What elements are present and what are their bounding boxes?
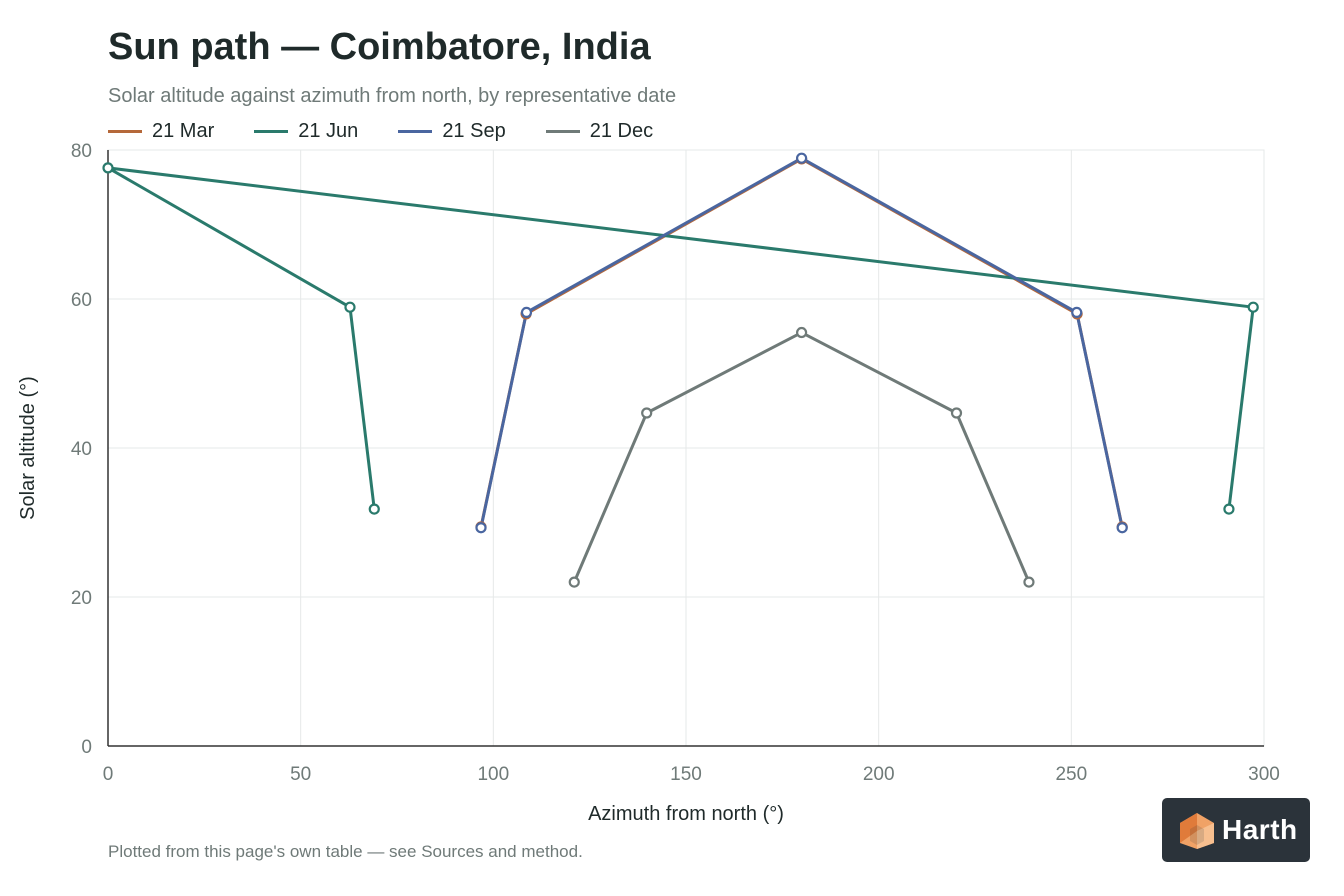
chart-subtitle: Solar altitude against azimuth from nort… (108, 85, 677, 107)
legend-label-mar: 21 Mar (152, 120, 215, 142)
x-tick-label: 300 (1248, 764, 1280, 785)
legend-item-sep[interactable]: 21 Sep (398, 120, 506, 143)
data-point-jun[interactable] (102, 162, 114, 174)
data-point-jun[interactable] (1247, 301, 1259, 313)
legend-label-jun: 21 Jun (298, 120, 359, 142)
legend-item-dec[interactable]: 21 Dec (545, 120, 654, 143)
y-tick-label: 60 (71, 290, 92, 311)
data-point-dec[interactable] (568, 576, 580, 588)
data-point-dec[interactable] (795, 326, 808, 339)
series-mar (479, 157, 1124, 529)
x-tick-label: 50 (290, 764, 311, 785)
legend-swatch-sep (398, 130, 433, 133)
data-point-dec[interactable] (641, 407, 653, 419)
x-axis-label: Azimuth from north (°) (588, 803, 784, 825)
series-line-mar (479, 157, 1124, 529)
label-layer: Azimuth from north (°) Solar altitude (°… (17, 376, 784, 825)
data-point-sep[interactable] (520, 306, 533, 319)
chart-legend: 21 Mar 21 Jun 21 Sep 21 Dec (108, 120, 693, 143)
data-point-jun[interactable] (368, 503, 380, 515)
chart-title: Sun path — Coimbatore, India (108, 26, 651, 68)
legend-swatch-mar (108, 130, 142, 133)
data-point-jun[interactable] (344, 301, 356, 313)
data-point-jun[interactable] (1223, 503, 1235, 515)
series-layer (102, 152, 1259, 588)
series-points-sep (475, 152, 1128, 534)
legend-item-jun[interactable]: 21 Jun (254, 120, 358, 143)
series-line-sep (479, 156, 1124, 530)
x-tick-label: 100 (477, 764, 509, 785)
series-dec (572, 331, 1031, 584)
y-tick-label: 40 (71, 439, 92, 460)
harth-logo[interactable]: Harth (1162, 798, 1310, 862)
x-tick-label: 150 (670, 764, 702, 785)
series-sep (479, 156, 1124, 530)
legend-swatch-jun (254, 130, 289, 133)
legend-item-mar[interactable]: 21 Mar (108, 120, 214, 143)
data-point-sep[interactable] (795, 152, 808, 164)
footnote: Plotted from this page's own table — see… (108, 842, 583, 861)
data-point-sep[interactable] (1071, 306, 1083, 319)
legend-label-sep: 21 Sep (442, 120, 506, 142)
legend-swatch-dec (545, 130, 580, 133)
x-tick-label: 250 (1055, 764, 1087, 785)
y-tick-label: 20 (71, 588, 92, 609)
data-point-sep[interactable] (1116, 522, 1128, 534)
harth-logo-text: Harth (1222, 814, 1298, 845)
data-point-sep[interactable] (475, 522, 487, 534)
y-tick-label: 0 (81, 737, 92, 758)
data-point-dec[interactable] (950, 407, 963, 419)
legend-label-dec: 21 Dec (589, 120, 654, 142)
harth-logo-icon (1180, 813, 1214, 849)
y-tick-label: 80 (71, 141, 92, 162)
y-axis-label: Solar altitude (°) (17, 376, 39, 520)
x-tick-label: 200 (863, 764, 895, 785)
series-points-dec (568, 326, 1035, 588)
series-points-mar (475, 153, 1128, 533)
data-point-dec[interactable] (1023, 576, 1035, 588)
axis-layer: 0 50 100 150 200 250 300 0 20 40 60 80 (71, 141, 1280, 785)
series-line-dec (572, 331, 1031, 584)
series-points-jun (102, 162, 1259, 515)
x-tick-label: 0 (103, 764, 114, 785)
